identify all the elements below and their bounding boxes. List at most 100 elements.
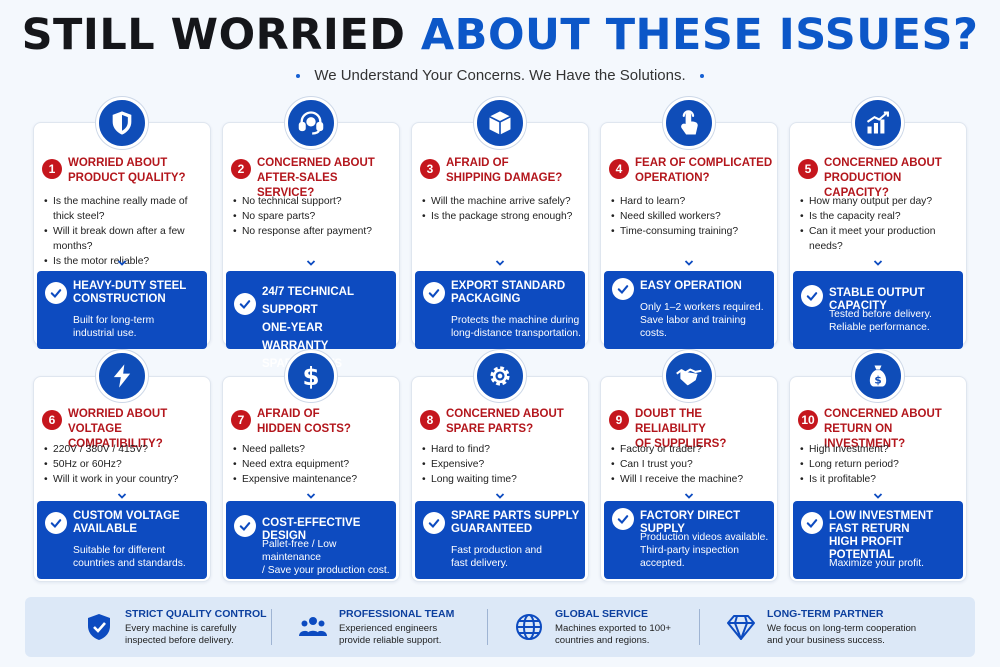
check-circle-icon xyxy=(234,293,256,315)
question-list: Will the machine arrive safely?Is the pa… xyxy=(422,194,584,224)
check-circle-icon xyxy=(801,512,823,534)
solution-panel: HEAVY-DUTY STEEL CONSTRUCTION Built for lo… xyxy=(37,271,207,349)
solution-title-line: CUSTOM VOLTAGE xyxy=(73,510,180,522)
issue-heading: 3 AFRAID OF SHIPPING DAMAGE? xyxy=(420,156,584,186)
headset-icon-badge xyxy=(285,97,337,149)
chevron-down-icon xyxy=(306,255,316,266)
question-list: How many output per day?Is the capacity … xyxy=(800,194,962,254)
question-list: High investment?Long return period?Is it… xyxy=(800,442,962,487)
solution-panel: FACTORY DIRECT SUPPLY Production videos a… xyxy=(604,501,774,579)
question-item: Factory or trader? xyxy=(611,442,773,457)
solution-description-line: accepted. xyxy=(640,558,685,569)
footer-description-line: Machines exported to 100+ xyxy=(555,623,672,634)
handshake-icon xyxy=(675,362,703,390)
footer-bar: STRICT QUALITY CONTROL Every machine is c… xyxy=(25,597,975,657)
solution-description: Production videos available. Third-party … xyxy=(640,531,770,570)
title-part-2: ABOUT THESE ISSUES? xyxy=(420,10,979,60)
solution-title-line: CONSTRUCTION xyxy=(73,293,166,305)
diamond-icon xyxy=(725,611,757,643)
issue-heading-line: AFRAID OF xyxy=(257,408,320,420)
question-item: No spare parts? xyxy=(233,209,395,224)
package-icon xyxy=(486,109,514,137)
page-subtitle: We Understand Your Concerns. We Have the… xyxy=(0,67,1000,84)
footer-item-title: PROFESSIONAL TEAM xyxy=(339,608,455,620)
solution-panel: 24/7 TECHNICAL SUPPORT ONE-YEAR WARRANTY S… xyxy=(226,271,396,388)
issue-heading-line: CONCERNED ABOUT xyxy=(824,408,942,420)
solution-title-line: AVAILABLE xyxy=(73,523,138,535)
question-item: Will I receive the machine? xyxy=(611,472,773,487)
money-bag-icon-badge: $ xyxy=(852,350,904,402)
solution-panel: EASY OPERATION Only 1–2 workers required.… xyxy=(604,271,774,349)
question-item: Expensive? xyxy=(422,457,584,472)
question-item: Is it profitable? xyxy=(800,472,962,487)
question-item: Is the capacity real? xyxy=(800,209,962,224)
issue-card: 3 AFRAID OF SHIPPING DAMAGE? Will the machi… xyxy=(411,122,589,349)
issue-heading-text: WORRIED ABOUT PRODUCT QUALITY? xyxy=(68,156,186,186)
question-item: Hard to learn? xyxy=(611,194,773,209)
solution-title-line: COST-EFFECTIVE DESIGN xyxy=(262,517,361,542)
issue-heading-line: FEAR OF COMPLICATED xyxy=(635,157,773,169)
team-icon xyxy=(297,611,329,643)
solution-description-line: Maximize your profit. xyxy=(829,558,924,569)
question-item: Is the motor reliable? xyxy=(44,254,206,269)
solution-title-line: EXPORT STANDARD xyxy=(451,280,566,292)
issue-heading: 8 CONCERNED ABOUT SPARE PARTS? xyxy=(420,407,584,437)
solution-description: Protects the machine during long-distance… xyxy=(451,314,581,340)
solution-title: COST-EFFECTIVE DESIGN xyxy=(262,517,392,543)
solution-title: EXPORT STANDARD PACKAGING xyxy=(451,280,581,306)
chevron-down-icon xyxy=(495,488,505,499)
question-list: 220V / 380V / 415V?50Hz or 60Hz?Will it … xyxy=(44,442,206,487)
title-part-1: STILL WORRIED xyxy=(21,10,406,60)
touch-hand-icon-badge xyxy=(663,97,715,149)
question-item: Can I trust you? xyxy=(611,457,773,472)
question-list: Factory or trader?Can I trust you?Will I… xyxy=(611,442,773,487)
question-item: Need pallets? xyxy=(233,442,395,457)
question-list: No technical support?No spare parts?No r… xyxy=(233,194,395,239)
globe-icon xyxy=(513,611,545,643)
solution-title-line: SPARE PARTS SUPPLY xyxy=(451,510,580,522)
footer-description-line: Every machine is carefully xyxy=(125,623,237,634)
issue-heading: 7 AFRAID OF HIDDEN COSTS? xyxy=(231,407,395,437)
issue-heading-text: CONCERNED ABOUT RETURN ON INVESTMENT? xyxy=(824,407,962,452)
question-item: Will the machine arrive safely? xyxy=(422,194,584,209)
issue-card: 7 AFRAID OF HIDDEN COSTS? Need pallets?Need… xyxy=(222,376,400,582)
solution-description-line: long-distance transportation. xyxy=(451,328,581,339)
question-item: Is the machine really made of thick stee… xyxy=(44,194,206,224)
solution-description-line: Save labor and training xyxy=(640,315,746,326)
bar-chart-icon xyxy=(864,109,892,137)
question-item: Can it meet your production needs? xyxy=(800,224,962,254)
gear-icon xyxy=(486,362,514,390)
check-circle-icon xyxy=(423,282,445,304)
issue-number-badge: 10 xyxy=(798,410,818,430)
shield-icon-badge xyxy=(96,97,148,149)
check-circle-icon xyxy=(612,508,634,530)
question-item: No response after payment? xyxy=(233,224,395,239)
issue-card: 4 FEAR OF COMPLICATED OPERATION? Hard to le… xyxy=(600,122,778,349)
chevron-down-icon xyxy=(684,488,694,499)
solution-description: Tested before delivery. Reliable performa… xyxy=(829,308,959,334)
solution-description-line: Third-party inspection xyxy=(640,545,740,556)
chevron-down-icon xyxy=(117,488,127,499)
issue-heading-text: AFRAID OF HIDDEN COSTS? xyxy=(257,407,351,437)
solution-description: Only 1–2 workers required. Save labor and… xyxy=(640,301,770,340)
question-item: 220V / 380V / 415V? xyxy=(44,442,206,457)
footer-item-title: LONG-TERM PARTNER xyxy=(767,608,884,620)
lightning-icon xyxy=(108,362,136,390)
solution-description-line: Only 1–2 workers required. xyxy=(640,302,764,313)
question-item: Need extra equipment? xyxy=(233,457,395,472)
question-item: Long return period? xyxy=(800,457,962,472)
solution-description: Suitable for different countries and stan… xyxy=(73,544,203,570)
solution-description-line: Tested before delivery. xyxy=(829,309,932,320)
solution-title-line: EASY OPERATION xyxy=(640,280,742,292)
chevron-down-icon xyxy=(117,255,127,266)
check-circle-icon xyxy=(612,278,634,300)
question-item: High investment? xyxy=(800,442,962,457)
footer-divider xyxy=(271,609,272,645)
question-item: Need skilled workers? xyxy=(611,209,773,224)
issue-heading-text: AFRAID OF SHIPPING DAMAGE? xyxy=(446,156,562,186)
solution-title: SPARE PARTS SUPPLY GUARANTEED xyxy=(451,510,581,536)
